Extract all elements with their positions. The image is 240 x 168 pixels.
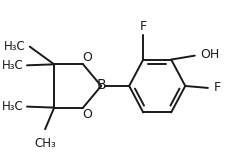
Text: H₃C: H₃C [2,100,23,113]
Text: F: F [213,81,220,94]
Text: H₃C: H₃C [2,59,23,72]
Text: B: B [96,78,106,92]
Text: CH₃: CH₃ [34,137,56,150]
Text: H₃C: H₃C [4,40,26,53]
Text: OH: OH [200,48,219,61]
Text: O: O [83,51,93,64]
Text: O: O [83,108,93,121]
Text: F: F [140,20,147,33]
